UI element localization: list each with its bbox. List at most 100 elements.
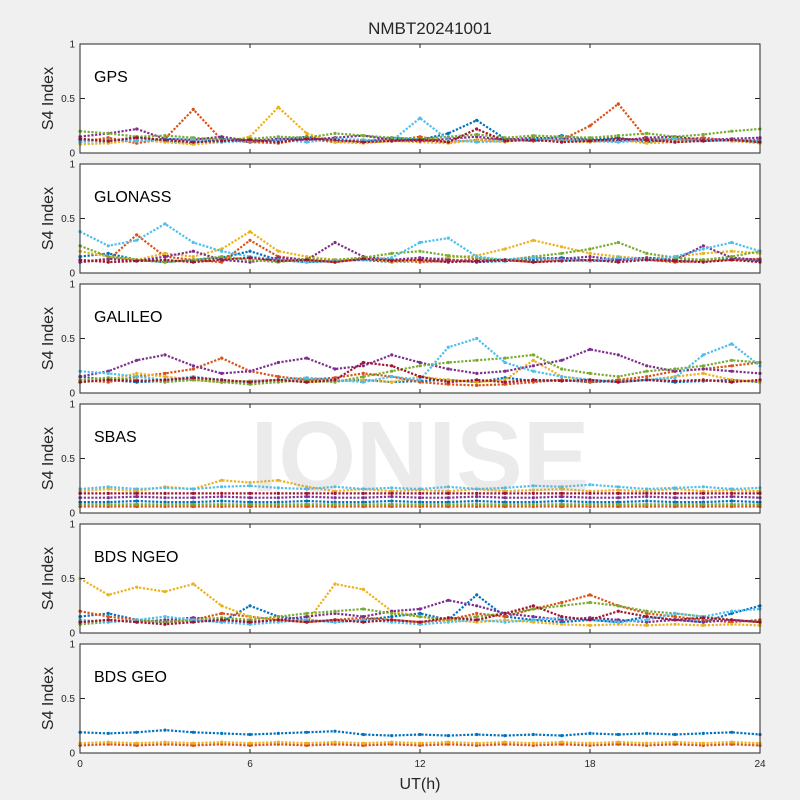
data-point xyxy=(418,249,422,253)
data-point xyxy=(191,618,195,622)
data-point xyxy=(588,496,592,500)
data-point xyxy=(418,260,422,264)
data-point xyxy=(560,358,564,362)
data-point xyxy=(220,478,224,482)
data-point xyxy=(673,367,677,371)
data-point xyxy=(475,383,479,387)
data-point xyxy=(475,378,479,382)
data-point xyxy=(616,491,620,495)
x-tick-label: 12 xyxy=(414,759,426,770)
data-point xyxy=(673,255,677,259)
data-point xyxy=(390,504,394,509)
data-point xyxy=(220,504,224,509)
data-point xyxy=(701,260,705,264)
data-point xyxy=(730,258,734,262)
data-point xyxy=(305,378,309,382)
data-point xyxy=(418,743,422,748)
data-point xyxy=(475,487,479,491)
data-point xyxy=(730,358,734,362)
data-point xyxy=(276,615,280,619)
data-point xyxy=(248,230,252,234)
data-point xyxy=(446,254,450,258)
data-point xyxy=(135,730,139,734)
data-point xyxy=(248,502,252,506)
data-point xyxy=(531,353,535,357)
data-point xyxy=(645,487,649,491)
data-point xyxy=(163,618,167,622)
data-point xyxy=(475,499,479,503)
data-point xyxy=(333,376,337,380)
data-point xyxy=(588,136,592,140)
data-point xyxy=(248,491,252,495)
data-point xyxy=(390,734,394,738)
data-point xyxy=(418,360,422,365)
data-point xyxy=(418,375,422,379)
data-point xyxy=(248,620,252,624)
data-point xyxy=(616,134,620,138)
data-point xyxy=(645,375,649,379)
data-point xyxy=(673,742,677,746)
data-point xyxy=(305,743,309,748)
data-point xyxy=(135,379,139,383)
data-point xyxy=(361,732,365,737)
data-point xyxy=(588,618,592,622)
y-tick-label: 0.5 xyxy=(61,334,75,345)
data-point xyxy=(673,369,677,373)
data-point xyxy=(673,496,677,500)
data-point xyxy=(560,251,564,255)
data-point xyxy=(220,380,224,384)
data-point xyxy=(361,504,365,509)
data-point xyxy=(305,380,309,384)
data-point xyxy=(305,356,309,360)
data-point xyxy=(333,138,337,142)
data-point xyxy=(418,378,422,382)
data-point xyxy=(503,247,507,251)
data-point xyxy=(730,499,734,503)
data-point xyxy=(673,500,677,504)
data-point xyxy=(475,358,479,362)
data-point xyxy=(390,499,394,503)
data-point xyxy=(106,742,110,746)
data-point xyxy=(701,364,705,368)
data-point xyxy=(191,378,195,382)
data-point xyxy=(163,375,167,379)
data-point xyxy=(106,369,110,373)
data-point xyxy=(560,259,564,263)
data-point xyxy=(531,620,535,624)
data-point xyxy=(446,360,450,365)
data-point xyxy=(333,500,337,504)
x-tick-label: 6 xyxy=(247,759,253,770)
data-point xyxy=(276,259,280,263)
data-point xyxy=(560,491,564,495)
y-tick-label: 1 xyxy=(69,280,75,291)
data-point xyxy=(191,487,195,491)
data-point xyxy=(390,611,394,616)
data-point xyxy=(163,590,167,594)
data-point xyxy=(135,233,139,237)
data-point xyxy=(701,258,705,262)
data-point xyxy=(446,489,450,493)
data-point xyxy=(418,622,422,626)
series-4 xyxy=(78,347,762,379)
data-point xyxy=(390,375,394,379)
data-point xyxy=(163,134,167,138)
data-point xyxy=(390,495,394,499)
data-point xyxy=(361,364,365,368)
data-point xyxy=(730,730,734,734)
series-7 xyxy=(78,491,762,495)
data-point xyxy=(503,611,507,616)
data-point xyxy=(135,491,139,495)
data-point xyxy=(220,247,224,251)
data-point xyxy=(475,615,479,619)
data-point xyxy=(730,364,734,368)
panel-name-label: GALILEO xyxy=(94,309,162,326)
data-point xyxy=(191,743,195,748)
data-point xyxy=(333,729,337,733)
data-point xyxy=(588,502,592,506)
series-1 xyxy=(78,728,762,738)
data-point xyxy=(276,502,280,506)
data-point xyxy=(135,743,139,748)
data-point xyxy=(730,495,734,499)
data-point xyxy=(645,369,649,373)
data-point xyxy=(220,502,224,506)
